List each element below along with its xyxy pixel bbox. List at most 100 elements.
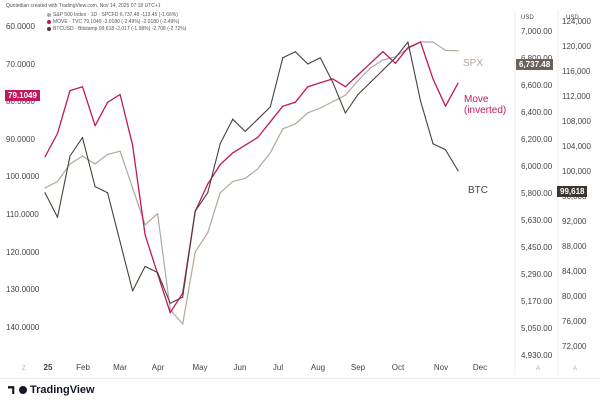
mid-axis-tick: 6,000.00 (521, 162, 553, 171)
spx-point (119, 150, 121, 152)
x-axis-tick: Nov (433, 363, 449, 372)
btc-point (169, 302, 171, 304)
spx-line (44, 41, 459, 325)
move-point (332, 78, 334, 80)
legend-move-text: MOVE · TVC 79.1049 -2.0180 (-2.49%) -2.0… (53, 19, 180, 25)
left-axis-tick: 90.0000 (6, 134, 35, 144)
move-point (394, 62, 396, 64)
move-price-badge: 79.1049 (5, 90, 40, 101)
spx-point (132, 187, 134, 189)
move-point (419, 41, 422, 43)
left-axis-tick: 120.0000 (6, 247, 40, 257)
move-point (382, 51, 384, 53)
legend-btc-text: BTCUSD · Bitstamp 99,618 -2,017 (-1.98%)… (53, 26, 187, 32)
move-point (119, 93, 121, 96)
spx-point (369, 67, 371, 69)
btc-point (369, 81, 371, 83)
legend-spx[interactable]: S&P 500 Index · 1D · SPCFD 6,737.48 -113… (47, 12, 178, 18)
move-point (282, 105, 284, 107)
btc-point (319, 57, 321, 59)
btc-point (56, 216, 59, 218)
chart-series (44, 41, 459, 325)
move-line (44, 41, 459, 314)
left-axis-tick: 80.0000 (6, 97, 35, 107)
btc-point (232, 118, 234, 120)
corner-right-marker: A (573, 366, 578, 372)
right-axis-tick: 76,000 (562, 317, 587, 326)
x-axis-tick: 25 (43, 363, 53, 372)
move-point (457, 82, 459, 84)
mid-axis-tick: 6,800.00 (521, 54, 552, 63)
move-point (244, 144, 246, 146)
move-point (344, 86, 346, 88)
move-point (107, 101, 109, 103)
move-point (357, 74, 359, 76)
left-axis-tick: 140.0000 (6, 322, 40, 332)
btc-point (69, 155, 71, 157)
move-point (144, 234, 146, 236)
spx-point (257, 168, 259, 170)
btc-point (419, 100, 422, 102)
spx-point (81, 155, 84, 157)
move-point (169, 312, 171, 314)
btc-price-badge: 99,618 (557, 186, 588, 197)
move-point (307, 86, 309, 88)
mid-axis-tick: 4,930.00 (521, 351, 553, 360)
right-axis-tick: 92,000 (562, 217, 587, 226)
btc-point (132, 290, 134, 292)
move-point (56, 132, 59, 135)
spx-point (232, 181, 234, 183)
legend-btc[interactable]: BTCUSD · Bitstamp 99,618 -2,017 (-1.98%)… (47, 26, 186, 32)
mid-axis-tick: 6,600.00 (521, 81, 553, 90)
move-point (257, 136, 259, 138)
move-point (81, 86, 84, 88)
spx-point (294, 123, 296, 125)
spx-point (182, 323, 184, 325)
move-point (369, 62, 371, 64)
btc-point (257, 118, 259, 120)
spx-point (107, 153, 109, 155)
mid-axis-tick: 5,630.00 (521, 216, 553, 225)
x-axis-tick: Dec (472, 363, 488, 372)
btc-series-label: BTC (468, 185, 488, 196)
btc-point (44, 192, 46, 194)
legend-spx-swatch (47, 12, 51, 17)
btc-point (382, 69, 384, 71)
legend-btc-swatch (47, 26, 51, 31)
btc-point (457, 170, 459, 172)
spx-point (194, 251, 196, 253)
move-point (132, 144, 134, 146)
spx-point (457, 50, 459, 52)
footer: TradingView (0, 378, 600, 401)
legend-move[interactable]: MOVE · TVC 79.1049 -2.0180 (-2.49%) -2.0… (47, 19, 179, 25)
mid-axis-tick: 6,200.00 (521, 135, 553, 144)
mid-axis-tick: 5,290.00 (521, 270, 553, 279)
spx-point (269, 152, 271, 154)
legend-move-swatch (47, 19, 51, 24)
btc-point (119, 241, 121, 243)
spx-point (207, 232, 209, 234)
right-axis-tick: 112,000 (562, 92, 591, 101)
spx-point (307, 112, 309, 114)
btc-point (182, 296, 184, 298)
btc-point (244, 130, 246, 132)
btc-point (107, 192, 109, 194)
mid-axis-tick: 5,050.00 (521, 324, 553, 333)
x-axis-tick: Jul (272, 363, 284, 372)
right-axis-unit: USD (566, 15, 579, 21)
btc-point (357, 94, 359, 96)
btc-point (344, 112, 346, 114)
btc-point (94, 186, 96, 188)
move-point (232, 152, 234, 154)
right-axis-tick: 72,000 (562, 342, 587, 351)
tradingview-brand[interactable]: TradingView (8, 384, 95, 396)
x-axis-tick: Aug (310, 363, 326, 372)
move-point (407, 47, 409, 49)
right-axis-tick: 116,000 (562, 67, 591, 76)
move-point (207, 183, 209, 185)
brand-name: TradingView (30, 384, 95, 396)
btc-point (219, 143, 221, 145)
btc-point (444, 149, 447, 151)
move-point (219, 164, 221, 166)
right-axis-tick: 104,000 (562, 142, 591, 151)
